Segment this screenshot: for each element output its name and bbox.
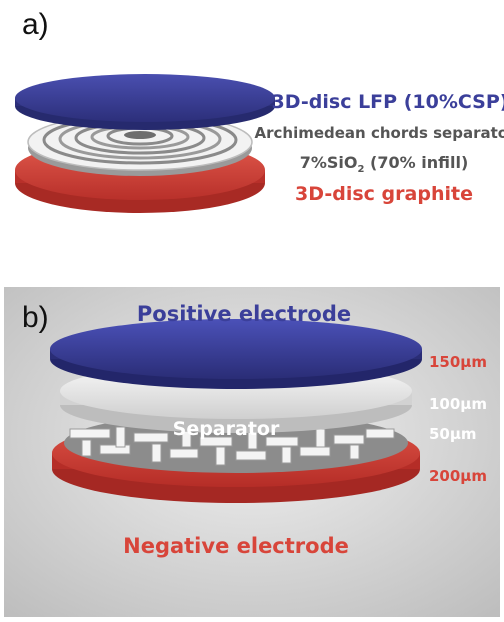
thickness-negative: 200μm [429, 467, 487, 485]
graphite-label: 3D-disc graphite [295, 183, 473, 205]
panel-a-illustration: 3D-disc LFP (10%CSP) Archimedean chords … [15, 74, 504, 213]
panel-a: a) [0, 0, 504, 270]
positive-electrode-disc [50, 319, 422, 389]
thickness-maze-separator: 50μm [429, 425, 477, 443]
lfp-disc [15, 74, 275, 130]
lfp-label: 3D-disc LFP (10%CSP) [272, 91, 504, 113]
archimedean-separator [27, 113, 253, 176]
separator-label: Separator [173, 418, 280, 440]
negative-electrode-label: Negative electrode [123, 534, 349, 558]
thickness-separator-disc: 100μm [429, 395, 487, 413]
panel-a-label: a) [22, 8, 49, 41]
separator-type-label: Archimedean chords separator [255, 124, 504, 142]
positive-electrode-label: Positive electrode [137, 302, 351, 326]
panel-b: b) Positive electrode Separator Negative… [4, 287, 500, 617]
panel-b-label: b) [22, 301, 49, 334]
material-label: 7%SiO2 (70% infill) [300, 153, 469, 175]
panel-b-illustration: b) Positive electrode Separator Negative… [4, 287, 500, 617]
thickness-positive: 150μm [429, 353, 487, 371]
